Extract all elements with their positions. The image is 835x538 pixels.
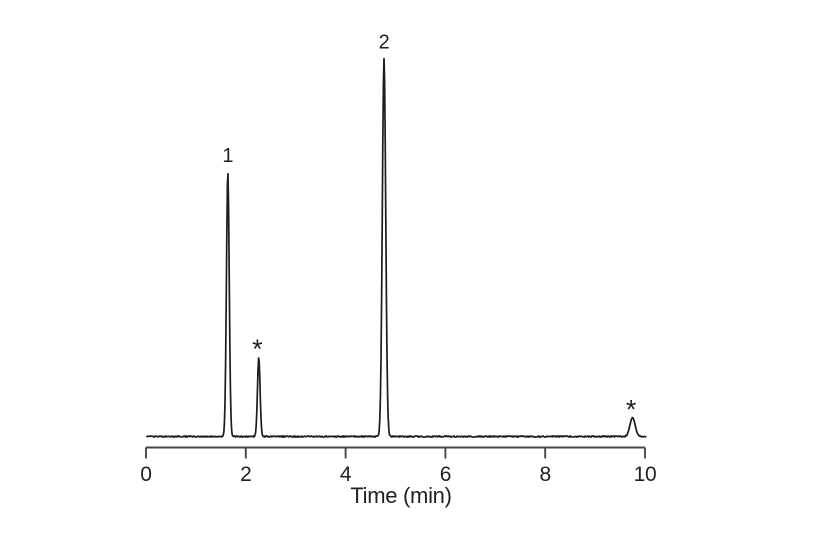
x-axis-title: Time (min) bbox=[350, 483, 451, 508]
x-tick-label: 0 bbox=[140, 463, 151, 486]
x-axis-tick-labels: 0 2 4 6 8 10 bbox=[140, 463, 656, 486]
x-tick-label: 6 bbox=[440, 463, 451, 486]
x-tick-label: 4 bbox=[340, 463, 352, 486]
peak-label: 2 bbox=[379, 32, 390, 54]
peak-label: * bbox=[252, 334, 263, 364]
x-axis-ticks bbox=[145, 447, 646, 459]
chromatogram-trace bbox=[146, 57, 647, 438]
peak-label: * bbox=[626, 395, 637, 425]
peak-labels: 1 * 2 * bbox=[222, 32, 637, 425]
peak-label: 1 bbox=[222, 145, 233, 167]
x-tick-label: 8 bbox=[540, 463, 551, 486]
x-tick-label: 2 bbox=[240, 463, 251, 486]
x-tick-label: 10 bbox=[634, 463, 657, 486]
